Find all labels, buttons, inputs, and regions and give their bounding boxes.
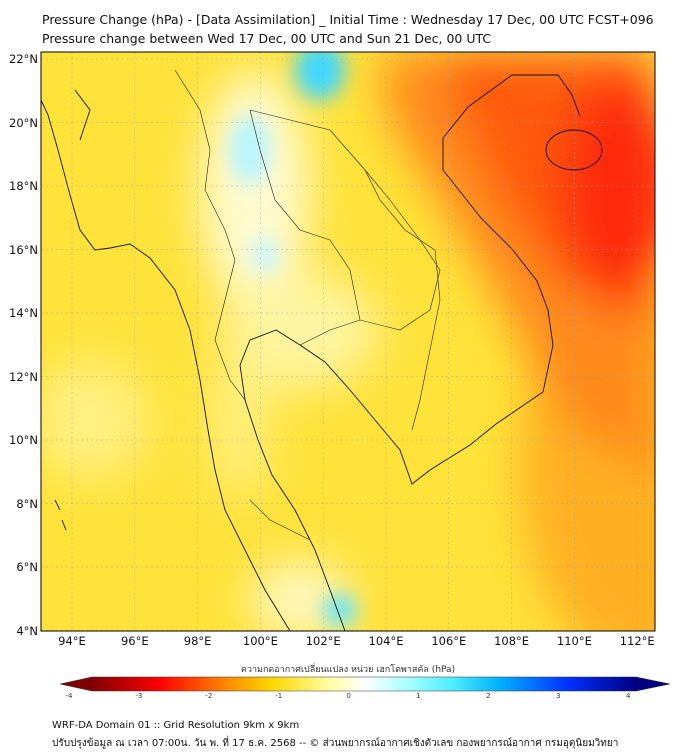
colorbar-tick-label: -2	[205, 692, 213, 700]
lon-label: 100°E	[242, 634, 278, 648]
colorbar-max-arrow	[636, 677, 670, 691]
lat-label: 14°N	[9, 306, 38, 320]
lon-label: 112°E	[619, 634, 655, 648]
map-frame	[40, 51, 656, 632]
chart-subtitle: Pressure change between Wed 17 Dec, 00 U…	[42, 31, 492, 46]
lon-label: 94°E	[58, 634, 86, 648]
colorbar-tick-label: 0	[346, 692, 351, 700]
coastlines	[41, 74, 603, 631]
colorbar-tick-label: 1	[416, 692, 421, 700]
lat-label: 16°N	[9, 242, 38, 257]
chart-title: Pressure Change (hPa) - [Data Assimilati…	[42, 12, 654, 27]
lon-label: 106°E	[431, 634, 467, 648]
lat-label: 6°N	[16, 560, 38, 574]
colorbar-tick-label: -3	[135, 692, 143, 700]
lat-label: 4°N	[16, 623, 38, 638]
footer-model-info: WRF-DA Domain 01 :: Grid Resolution 9km …	[52, 720, 300, 731]
colorbar-tick-label: 4	[625, 692, 631, 700]
colorbar-tick-label: 2	[486, 692, 491, 700]
lon-label: 110°E	[556, 634, 592, 648]
lat-label: 12°N	[9, 369, 38, 384]
footer-credit: ปรับปรุงข้อมูล ณ เวลา 07:00น. วัน พ. ที่…	[52, 738, 619, 749]
colorbar-tick-label: -4	[65, 692, 73, 700]
lat-label: 8°N	[16, 496, 38, 511]
lon-label: 104°E	[368, 634, 404, 648]
colorbar-min-arrow	[60, 677, 92, 691]
gridlines	[41, 52, 655, 631]
colorbar-title: ความกดอากาศเปลี่ยนแปลง หน่วย เฮกโตพาสคัล…	[240, 665, 456, 675]
lon-label: 96°E	[120, 634, 149, 648]
lon-label: 98°E	[183, 634, 212, 648]
colorbar-tick-label: -1	[275, 692, 283, 700]
colorbar	[59, 676, 671, 692]
lat-label: 22°N	[9, 52, 38, 66]
pressure-field	[41, 52, 655, 631]
lat-label: 20°N	[9, 115, 38, 130]
lat-label: 18°N	[9, 179, 38, 193]
colorbar-gradient	[92, 677, 636, 691]
lon-label: 108°E	[494, 634, 530, 648]
colorbar-tick-label: 3	[556, 692, 561, 700]
lat-label: 10°N	[9, 433, 38, 447]
lon-label: 102°E	[305, 634, 341, 648]
